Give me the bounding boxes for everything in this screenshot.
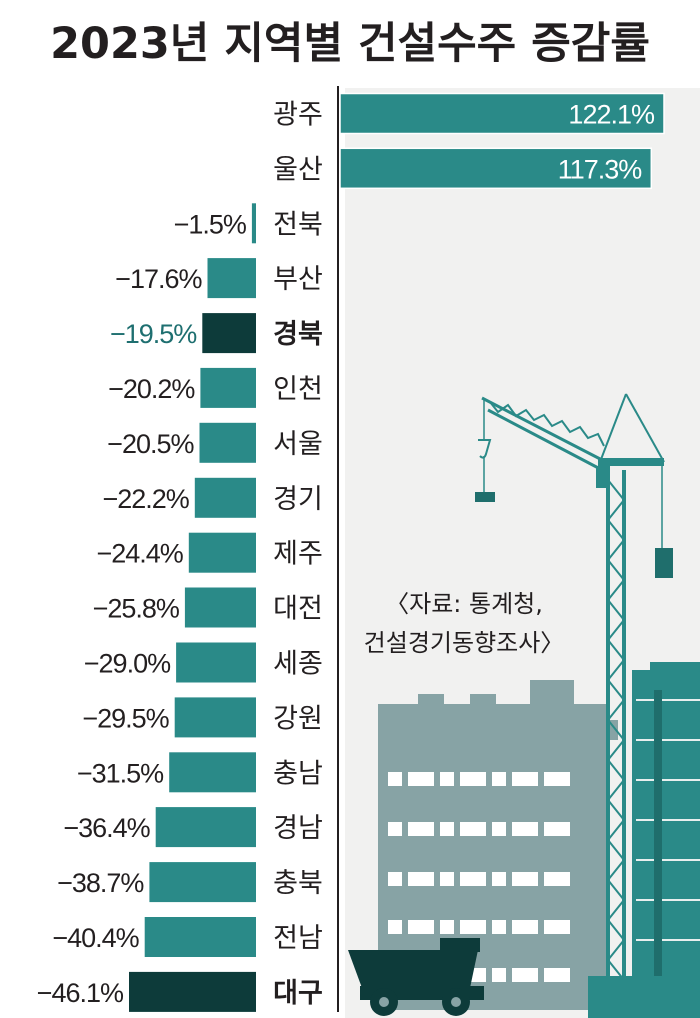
value-label-경기: −22.2% (102, 484, 189, 514)
category-label-전북: 전북 (273, 209, 323, 240)
value-label-충북: −38.7% (57, 868, 144, 898)
category-label-세종: 세종 (273, 649, 323, 680)
bars-group (129, 92, 665, 1012)
category-label-경기: 경기 (273, 484, 323, 515)
category-label-울산: 울산 (273, 154, 323, 185)
bar-전북 (251, 203, 256, 244)
value-label-전남: −40.4% (52, 923, 139, 953)
bar-인천 (200, 367, 256, 408)
value-labels-group: 122.1% 117.3% −1.5% −17.6% −19.5% −20.2% −20.5… (37, 100, 656, 1008)
value-label-경북: −19.5% (110, 319, 197, 349)
construction-illustration (348, 393, 700, 1018)
category-label-충북: 충북 (273, 868, 323, 899)
category-label-강원: 강원 (273, 703, 323, 734)
bar-대구 (129, 971, 256, 1012)
source-note-line2: 건설경기동향조사〉 (364, 629, 565, 657)
bar-세종 (176, 642, 256, 683)
bar-충북 (149, 862, 256, 903)
category-label-광주: 광주 (273, 100, 323, 131)
dump-truck-icon (348, 938, 484, 1016)
bar-제주 (188, 532, 256, 573)
chart-title: 2023년 지역별 건설수주 증감률 (50, 19, 650, 69)
category-label-서울: 서울 (273, 429, 323, 460)
category-label-대구: 대구 (273, 978, 323, 1009)
value-label-경남: −36.4% (63, 813, 150, 843)
bar-서울 (199, 422, 256, 463)
value-label-서울: −20.5% (107, 429, 194, 459)
bar-전남 (144, 917, 256, 957)
tall-building-icon (632, 662, 700, 1018)
category-label-경북: 경북 (273, 319, 323, 350)
bar-울산 (339, 147, 653, 190)
category-label-대전: 대전 (273, 594, 323, 625)
bar-경남 (155, 807, 256, 848)
bar-강원 (174, 697, 256, 738)
value-label-세종: −29.0% (84, 649, 171, 679)
value-label-제주: −24.4% (96, 539, 183, 569)
source-note-line1: 〈자료: 통계청, (385, 590, 543, 618)
value-label-대전: −25.8% (93, 594, 180, 624)
category-label-인천: 인천 (273, 374, 323, 405)
category-label-경남: 경남 (273, 813, 323, 844)
category-label-제주: 제주 (273, 539, 323, 570)
bar-부산 (207, 258, 256, 299)
bar-경북 (202, 313, 256, 354)
category-label-충남: 충남 (273, 758, 323, 789)
bar-경기 (194, 477, 256, 518)
bar-광주 (339, 92, 665, 135)
bar-충남 (169, 752, 256, 793)
value-label-광주: 122.1% (568, 100, 655, 130)
value-label-울산: 117.3% (558, 154, 643, 184)
bar-대전 (184, 587, 256, 628)
value-label-대구: −46.1% (37, 978, 124, 1008)
value-label-인천: −20.2% (108, 374, 195, 404)
value-label-전북: −1.5% (174, 209, 247, 239)
category-label-부산: 부산 (273, 264, 323, 295)
category-label-전남: 전남 (273, 923, 323, 954)
value-label-강원: −29.5% (82, 703, 169, 733)
crane-icon (475, 393, 700, 1018)
value-label-충남: −31.5% (77, 758, 164, 788)
value-label-부산: −17.6% (115, 264, 202, 294)
